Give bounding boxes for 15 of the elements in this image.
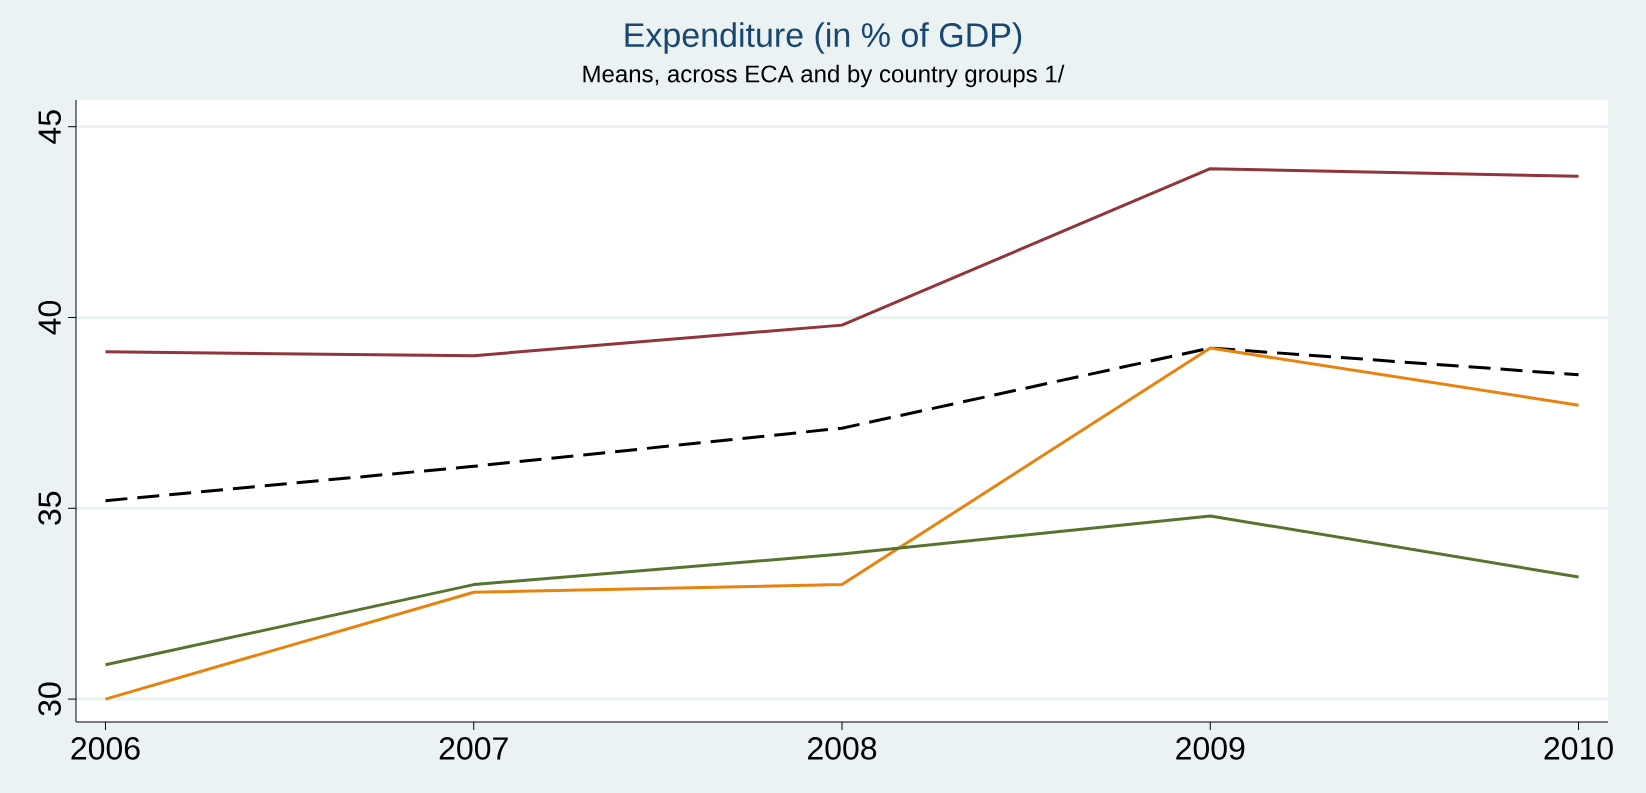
chart-title: Expenditure (in % of GDP) <box>625 22 1022 54</box>
y-tick-label: 35 <box>38 491 61 525</box>
line-series <box>103 346 1581 503</box>
y-tick-label: 40 <box>38 300 61 335</box>
line-series <box>103 167 1581 358</box>
x-tick-label: 2010 <box>1544 737 1613 760</box>
x-tick-label: 2008 <box>808 737 877 760</box>
line-series <box>103 346 1581 701</box>
y-tick-label: 45 <box>38 110 61 144</box>
x-tick-label: 2007 <box>439 737 508 760</box>
x-tick-label: 2006 <box>71 737 140 760</box>
x-tick-label: 2009 <box>1176 737 1245 760</box>
line-series <box>103 514 1581 667</box>
chart-subtitle: Means, across ECA and by country groups 1/ <box>583 64 1065 88</box>
y-tick-label: 30 <box>38 682 61 716</box>
